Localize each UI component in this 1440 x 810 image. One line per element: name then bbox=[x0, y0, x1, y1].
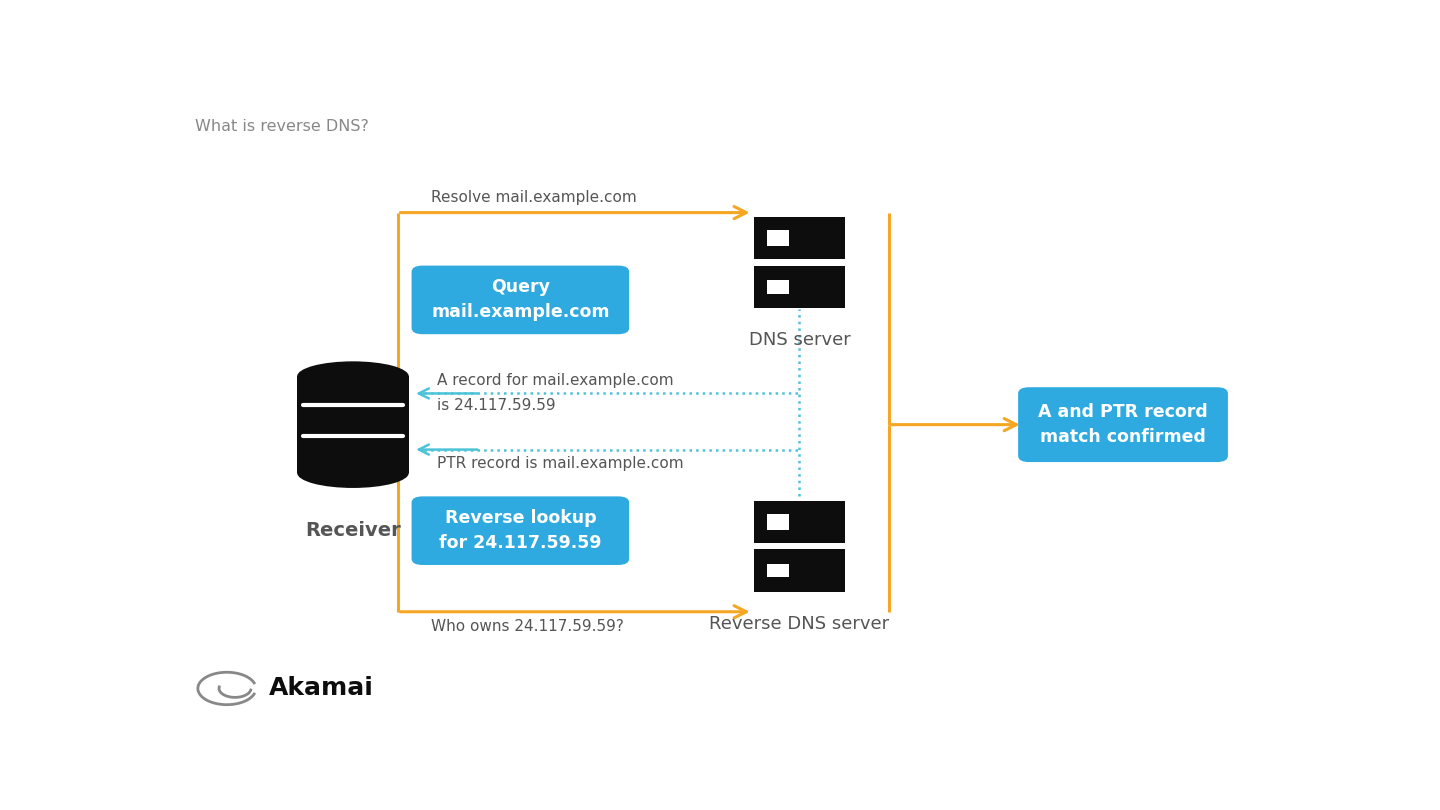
Text: Reverse lookup: Reverse lookup bbox=[445, 509, 596, 527]
Ellipse shape bbox=[297, 361, 409, 391]
Bar bbox=[768, 230, 789, 246]
Text: is 24.117.59.59: is 24.117.59.59 bbox=[436, 399, 556, 413]
Text: PTR record is mail.example.com: PTR record is mail.example.com bbox=[436, 456, 684, 471]
Bar bbox=[297, 377, 409, 473]
Text: DNS server: DNS server bbox=[749, 331, 850, 349]
Text: Receiver: Receiver bbox=[305, 522, 400, 540]
Text: for 24.117.59.59: for 24.117.59.59 bbox=[439, 534, 602, 552]
Text: Who owns 24.117.59.59?: Who owns 24.117.59.59? bbox=[431, 619, 624, 634]
FancyBboxPatch shape bbox=[412, 497, 629, 565]
Text: A and PTR record: A and PTR record bbox=[1038, 403, 1208, 421]
Text: Resolve mail.example.com: Resolve mail.example.com bbox=[431, 190, 636, 205]
Text: Reverse DNS server: Reverse DNS server bbox=[710, 615, 890, 633]
Bar bbox=[753, 266, 845, 308]
Bar bbox=[753, 501, 845, 544]
Bar bbox=[768, 280, 789, 294]
Bar bbox=[768, 564, 789, 578]
Text: A record for mail.example.com: A record for mail.example.com bbox=[436, 373, 674, 389]
Text: Akamai: Akamai bbox=[269, 676, 374, 701]
Text: Query: Query bbox=[491, 279, 550, 296]
FancyBboxPatch shape bbox=[1018, 387, 1228, 462]
Text: What is reverse DNS?: What is reverse DNS? bbox=[194, 119, 369, 134]
Ellipse shape bbox=[297, 458, 409, 488]
Bar bbox=[753, 549, 845, 592]
FancyBboxPatch shape bbox=[412, 266, 629, 335]
Text: match confirmed: match confirmed bbox=[1040, 428, 1205, 446]
Bar bbox=[753, 217, 845, 259]
Text: mail.example.com: mail.example.com bbox=[431, 304, 609, 322]
Bar bbox=[768, 514, 789, 530]
